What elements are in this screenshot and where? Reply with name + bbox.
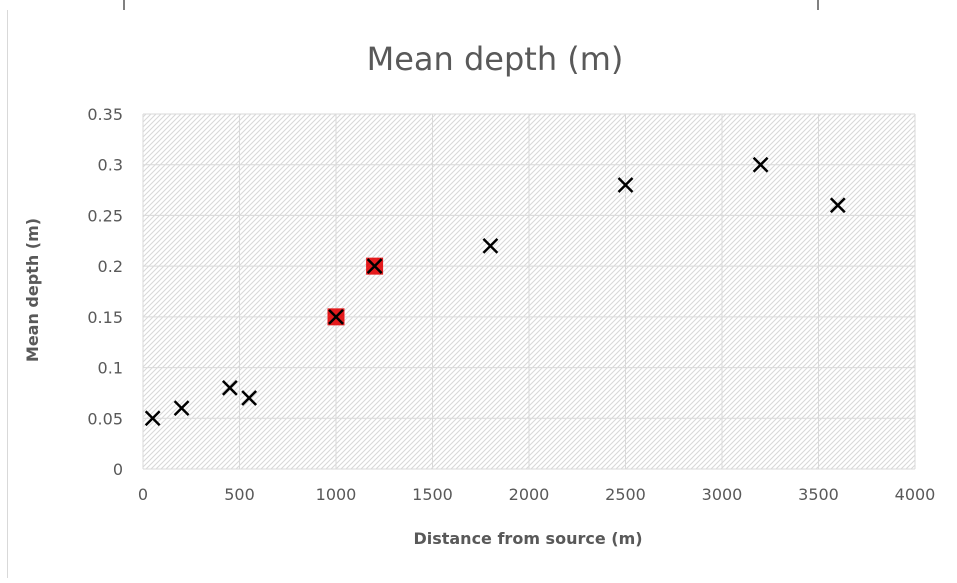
- y-tick-label: 0.1: [98, 359, 123, 378]
- data-point: [829, 197, 846, 214]
- x-marker-stroke: [752, 156, 769, 173]
- x-marker-stroke: [617, 177, 634, 193]
- y-tick-label: 0.05: [87, 409, 123, 428]
- y-tick-label: 0.25: [87, 206, 123, 225]
- x-tick-label: 1000: [316, 485, 357, 504]
- x-marker-stroke: [173, 400, 190, 417]
- data-point: [241, 390, 258, 406]
- y-tick-label: 0.15: [87, 308, 123, 327]
- x-axis-title: Distance from source (m): [413, 529, 642, 548]
- x-marker-stroke: [144, 410, 161, 427]
- x-tick-label: 1500: [412, 485, 453, 504]
- x-tick-label: 500: [224, 485, 255, 504]
- x-marker-stroke: [482, 237, 499, 254]
- x-tick-label: 3500: [798, 485, 839, 504]
- x-marker-stroke: [829, 197, 846, 214]
- y-axis-title: Mean depth (m): [23, 218, 42, 362]
- gridlines: [142, 113, 916, 470]
- y-tick-label: 0.3: [98, 156, 123, 175]
- x-tick-label: 4000: [895, 485, 936, 504]
- highlighted-data-point: [366, 257, 384, 275]
- chart-title: Mean depth (m): [367, 40, 624, 78]
- x-tick-label: 2500: [605, 485, 646, 504]
- data-point: [173, 400, 190, 417]
- x-tick-label: 0: [138, 485, 148, 504]
- x-marker-stroke: [366, 258, 383, 275]
- y-tick-label: 0: [113, 460, 123, 479]
- x-tick-label: 2000: [509, 485, 550, 504]
- data-point: [221, 379, 238, 396]
- data-point: [144, 410, 161, 427]
- x-marker-stroke: [221, 379, 238, 396]
- x-axis-ticks: 0 500 1000 1500 2000 2500 3000 3500 4000: [138, 485, 935, 504]
- x-tick-label: 3000: [702, 485, 743, 504]
- y-axis-ticks: 0 0.05 0.1 0.15 0.2 0.25 0.3 0.35: [87, 105, 123, 479]
- x-marker-stroke: [241, 390, 258, 406]
- highlighted-data-point: [327, 308, 345, 326]
- data-point: [617, 177, 634, 193]
- data-point: [752, 156, 769, 173]
- data-point: [482, 237, 499, 254]
- data-points: [144, 156, 846, 427]
- y-tick-label: 0.35: [87, 105, 123, 124]
- x-marker-stroke: [328, 308, 344, 325]
- y-tick-label: 0.2: [98, 257, 123, 276]
